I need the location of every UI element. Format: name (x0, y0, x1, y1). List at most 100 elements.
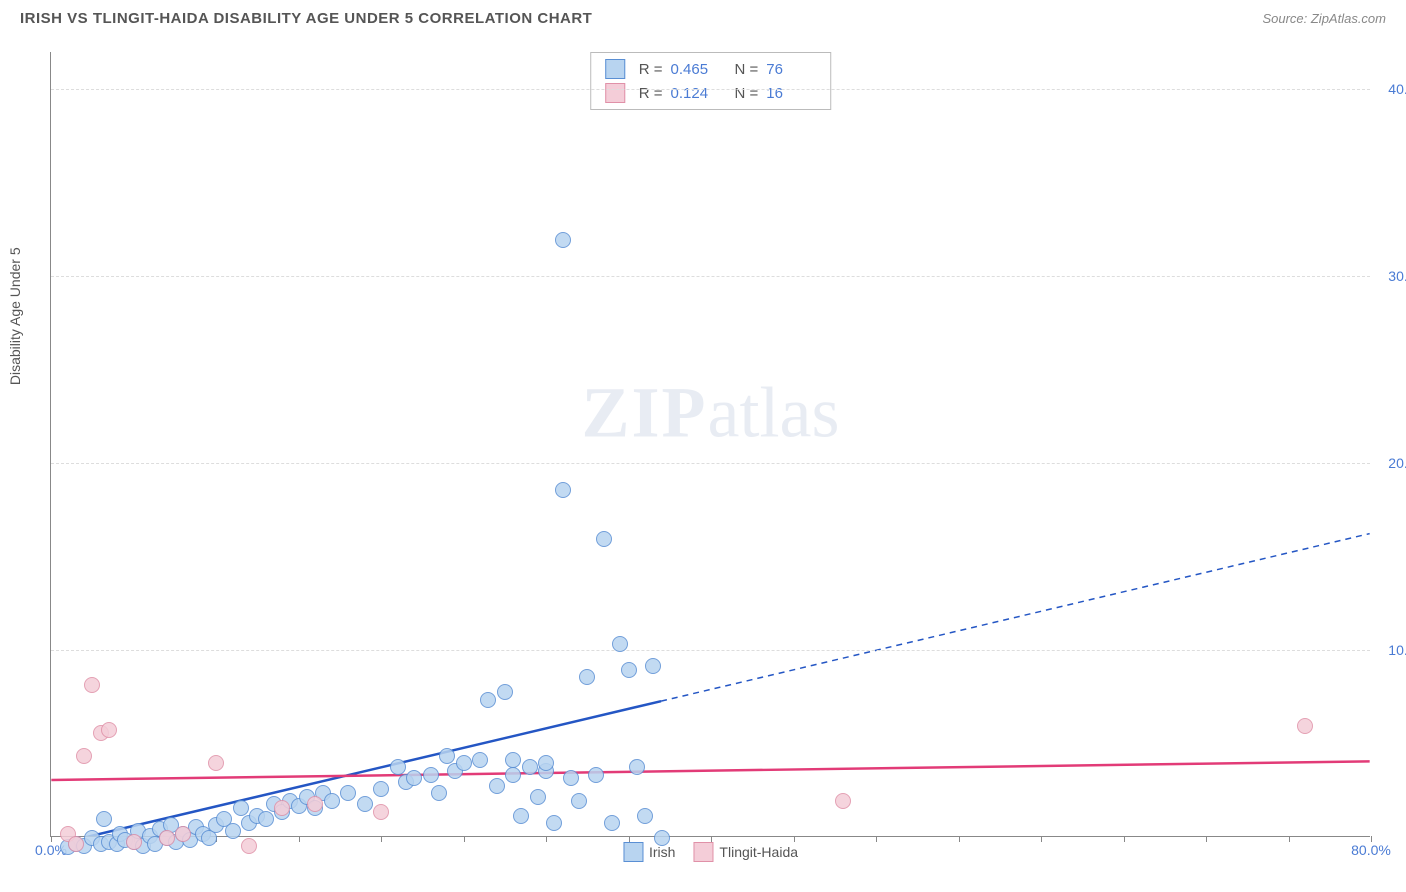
x-tick (1206, 836, 1207, 842)
x-tick (711, 836, 712, 842)
x-tick (876, 836, 877, 842)
data-point (126, 834, 142, 850)
series-legend: Irish Tlingit-Haida (623, 842, 798, 862)
legend-item: Irish (623, 842, 675, 862)
data-point (555, 482, 571, 498)
data-point (423, 767, 439, 783)
gridline (51, 463, 1370, 464)
data-point (546, 815, 562, 831)
x-tick (959, 836, 960, 842)
data-point (835, 793, 851, 809)
data-point (563, 770, 579, 786)
y-tick-label: 20.0% (1388, 455, 1406, 471)
chart-source: Source: ZipAtlas.com (1262, 11, 1386, 26)
data-point (258, 811, 274, 827)
watermark: ZIPatlas (582, 371, 840, 454)
data-point (84, 677, 100, 693)
data-point (505, 752, 521, 768)
data-point (101, 722, 117, 738)
data-point (522, 759, 538, 775)
data-point (497, 684, 513, 700)
n-label: N = (735, 85, 759, 102)
data-point (406, 770, 422, 786)
data-point (480, 692, 496, 708)
data-point (1297, 718, 1313, 734)
legend-stats-row: R = 0.124 N = 16 (591, 81, 831, 105)
r-value: 0.465 (671, 61, 721, 78)
data-point (579, 669, 595, 685)
legend-item: Tlingit-Haida (693, 842, 798, 862)
data-point (373, 804, 389, 820)
data-point (645, 658, 661, 674)
data-point (357, 796, 373, 812)
data-point (390, 759, 406, 775)
x-tick (546, 836, 547, 842)
n-value: 16 (766, 85, 816, 102)
y-tick-label: 30.0% (1388, 268, 1406, 284)
legend-swatch (693, 842, 713, 862)
chart-title: IRISH VS TLINGIT-HAIDA DISABILITY AGE UN… (20, 10, 592, 27)
data-point (225, 823, 241, 839)
data-point (571, 793, 587, 809)
data-point (208, 755, 224, 771)
data-point (159, 830, 175, 846)
data-point (241, 838, 257, 854)
data-point (621, 662, 637, 678)
scatter-chart: ZIPatlas R =0.465N =76R =0.124N =16 Iris… (50, 52, 1370, 837)
data-point (439, 748, 455, 764)
data-point (555, 232, 571, 248)
data-point (233, 800, 249, 816)
r-label: R = (639, 85, 663, 102)
data-point (472, 752, 488, 768)
gridline (51, 89, 1370, 90)
x-tick (1041, 836, 1042, 842)
legend-stats-row: R = 0.465 N = 76 (591, 57, 831, 81)
y-axis-title: Disability Age Under 5 (7, 247, 23, 385)
r-label: R = (639, 61, 663, 78)
x-tick (464, 836, 465, 842)
data-point (456, 755, 472, 771)
x-tick (1289, 836, 1290, 842)
data-point (513, 808, 529, 824)
legend-label: Irish (649, 844, 675, 860)
legend-label: Tlingit-Haida (719, 844, 798, 860)
data-point (307, 796, 323, 812)
data-point (588, 767, 604, 783)
x-tick (381, 836, 382, 842)
legend-swatch (605, 83, 625, 103)
data-point (505, 767, 521, 783)
r-value: 0.124 (671, 85, 721, 102)
data-point (629, 759, 645, 775)
data-point (612, 636, 628, 652)
x-tick (794, 836, 795, 842)
trend-lines (51, 52, 1370, 836)
data-point (431, 785, 447, 801)
data-point (596, 531, 612, 547)
data-point (604, 815, 620, 831)
legend-swatch (623, 842, 643, 862)
data-point (340, 785, 356, 801)
y-tick-label: 10.0% (1388, 642, 1406, 658)
data-point (324, 793, 340, 809)
data-point (68, 836, 84, 852)
data-point (175, 826, 191, 842)
legend-swatch (605, 59, 625, 79)
n-value: 76 (766, 61, 816, 78)
y-tick-label: 40.0% (1388, 81, 1406, 97)
chart-header: IRISH VS TLINGIT-HAIDA DISABILITY AGE UN… (0, 0, 1406, 37)
data-point (373, 781, 389, 797)
x-tick (629, 836, 630, 842)
x-tick (1124, 836, 1125, 842)
gridline (51, 650, 1370, 651)
gridline (51, 276, 1370, 277)
x-tick-label: 80.0% (1351, 842, 1391, 858)
data-point (538, 755, 554, 771)
n-label: N = (735, 61, 759, 78)
data-point (274, 800, 290, 816)
x-tick (299, 836, 300, 842)
data-point (76, 748, 92, 764)
data-point (654, 830, 670, 846)
data-point (96, 811, 112, 827)
data-point (530, 789, 546, 805)
data-point (637, 808, 653, 824)
